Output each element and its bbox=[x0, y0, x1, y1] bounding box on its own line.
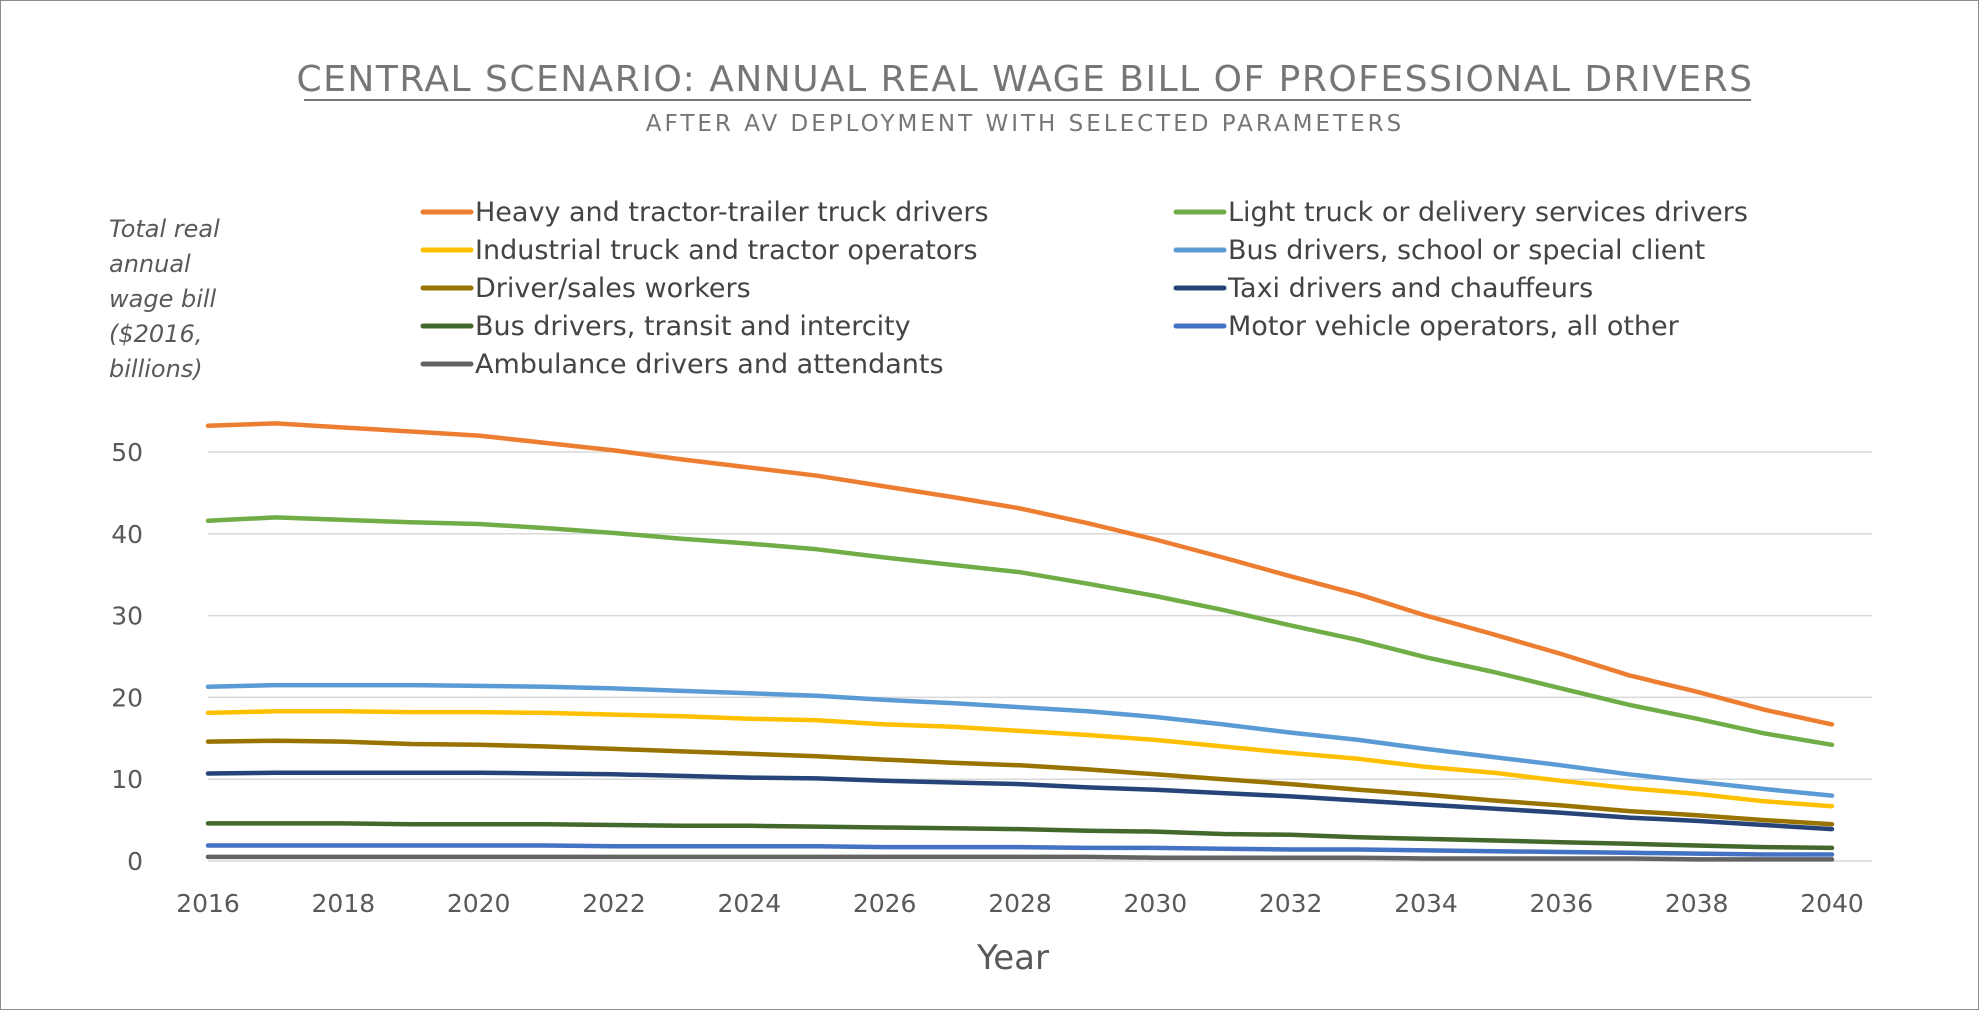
legend-label: Bus drivers, transit and intercity bbox=[475, 311, 911, 342]
legend-label: Heavy and tractor-trailer truck drivers bbox=[475, 197, 989, 228]
series-line-3 bbox=[205, 709, 1835, 809]
x-tick-label: 2030 bbox=[1124, 889, 1188, 918]
y-axis-label-line: ($2016, bbox=[109, 320, 202, 348]
series-line-6 bbox=[205, 770, 1835, 832]
chart-title: CENTRAL SCENARIO: ANNUAL REAL WAGE BILL … bbox=[297, 59, 1754, 100]
legend-label: Bus drivers, school or special client bbox=[1228, 235, 1705, 266]
y-tick-label: 30 bbox=[111, 602, 143, 631]
x-tick-label: 2038 bbox=[1665, 889, 1729, 918]
legend-item: Ambulance drivers and attendants bbox=[420, 349, 944, 380]
x-tick-label: 2020 bbox=[447, 889, 511, 918]
legend-label: Light truck or delivery services drivers bbox=[1228, 197, 1748, 228]
x-tick-label: 2024 bbox=[718, 889, 782, 918]
series-lines bbox=[205, 421, 1835, 862]
legend-item: Bus drivers, transit and intercity bbox=[420, 311, 911, 342]
y-axis-label-line: annual bbox=[109, 250, 191, 278]
x-tick-label: 2040 bbox=[1800, 889, 1864, 918]
x-tick-label: 2022 bbox=[582, 889, 646, 918]
x-tick-label: 2036 bbox=[1530, 889, 1594, 918]
y-axis-label: Total real annual wage bill ($2016, billions… bbox=[109, 215, 220, 383]
legend: Heavy and tractor-trailer truck drivers L… bbox=[420, 197, 1748, 380]
legend-item: Light truck or delivery services drivers bbox=[1173, 197, 1748, 228]
y-tick-label: 40 bbox=[111, 520, 143, 549]
legend-label: Taxi drivers and chauffeurs bbox=[1227, 273, 1593, 304]
legend-item: Motor vehicle operators, all other bbox=[1173, 311, 1680, 342]
chart-subtitle: AFTER AV DEPLOYMENT WITH SELECTED PARAME… bbox=[646, 111, 1404, 137]
legend-item: Taxi drivers and chauffeurs bbox=[1173, 273, 1593, 304]
legend-item: Driver/sales workers bbox=[420, 273, 751, 304]
x-tick-label: 2016 bbox=[176, 889, 240, 918]
y-tick-label: 50 bbox=[111, 438, 143, 467]
x-axis-label: Year bbox=[976, 938, 1049, 978]
x-tick-label: 2026 bbox=[853, 889, 917, 918]
legend-label: Driver/sales workers bbox=[475, 273, 751, 304]
series-line-8 bbox=[205, 843, 1835, 857]
series-line-1 bbox=[205, 421, 1835, 727]
series-line-7 bbox=[205, 821, 1835, 851]
series-line-4 bbox=[205, 682, 1835, 798]
y-axis-label-line: wage bill bbox=[109, 285, 217, 313]
series-line-2 bbox=[205, 515, 1835, 748]
x-tick-labels: 2016 2018 2020 2022 2024 2026 2028 2030 2032 2034… bbox=[176, 889, 1864, 918]
y-tick-labels: 0 10 20 30 40 50 bbox=[111, 438, 143, 876]
legend-label: Motor vehicle operators, all other bbox=[1228, 311, 1680, 342]
y-tick-label: 20 bbox=[111, 683, 143, 712]
y-axis-label-line: Total real bbox=[109, 215, 220, 243]
series-line-9 bbox=[205, 854, 1835, 862]
y-axis-label-line: billions) bbox=[109, 355, 203, 383]
legend-item: Bus drivers, school or special client bbox=[1173, 235, 1705, 266]
legend-label: Ambulance drivers and attendants bbox=[475, 349, 944, 380]
legend-item: Industrial truck and tractor operators bbox=[420, 235, 978, 266]
legend-item: Heavy and tractor-trailer truck drivers bbox=[420, 197, 989, 228]
legend-label: Industrial truck and tractor operators bbox=[475, 235, 978, 266]
x-tick-label: 2032 bbox=[1259, 889, 1323, 918]
series-line-5 bbox=[205, 738, 1835, 827]
y-tick-label: 0 bbox=[127, 847, 143, 876]
x-tick-label: 2018 bbox=[312, 889, 376, 918]
y-tick-label: 10 bbox=[111, 765, 143, 794]
x-tick-label: 2028 bbox=[988, 889, 1052, 918]
x-tick-label: 2034 bbox=[1394, 889, 1458, 918]
